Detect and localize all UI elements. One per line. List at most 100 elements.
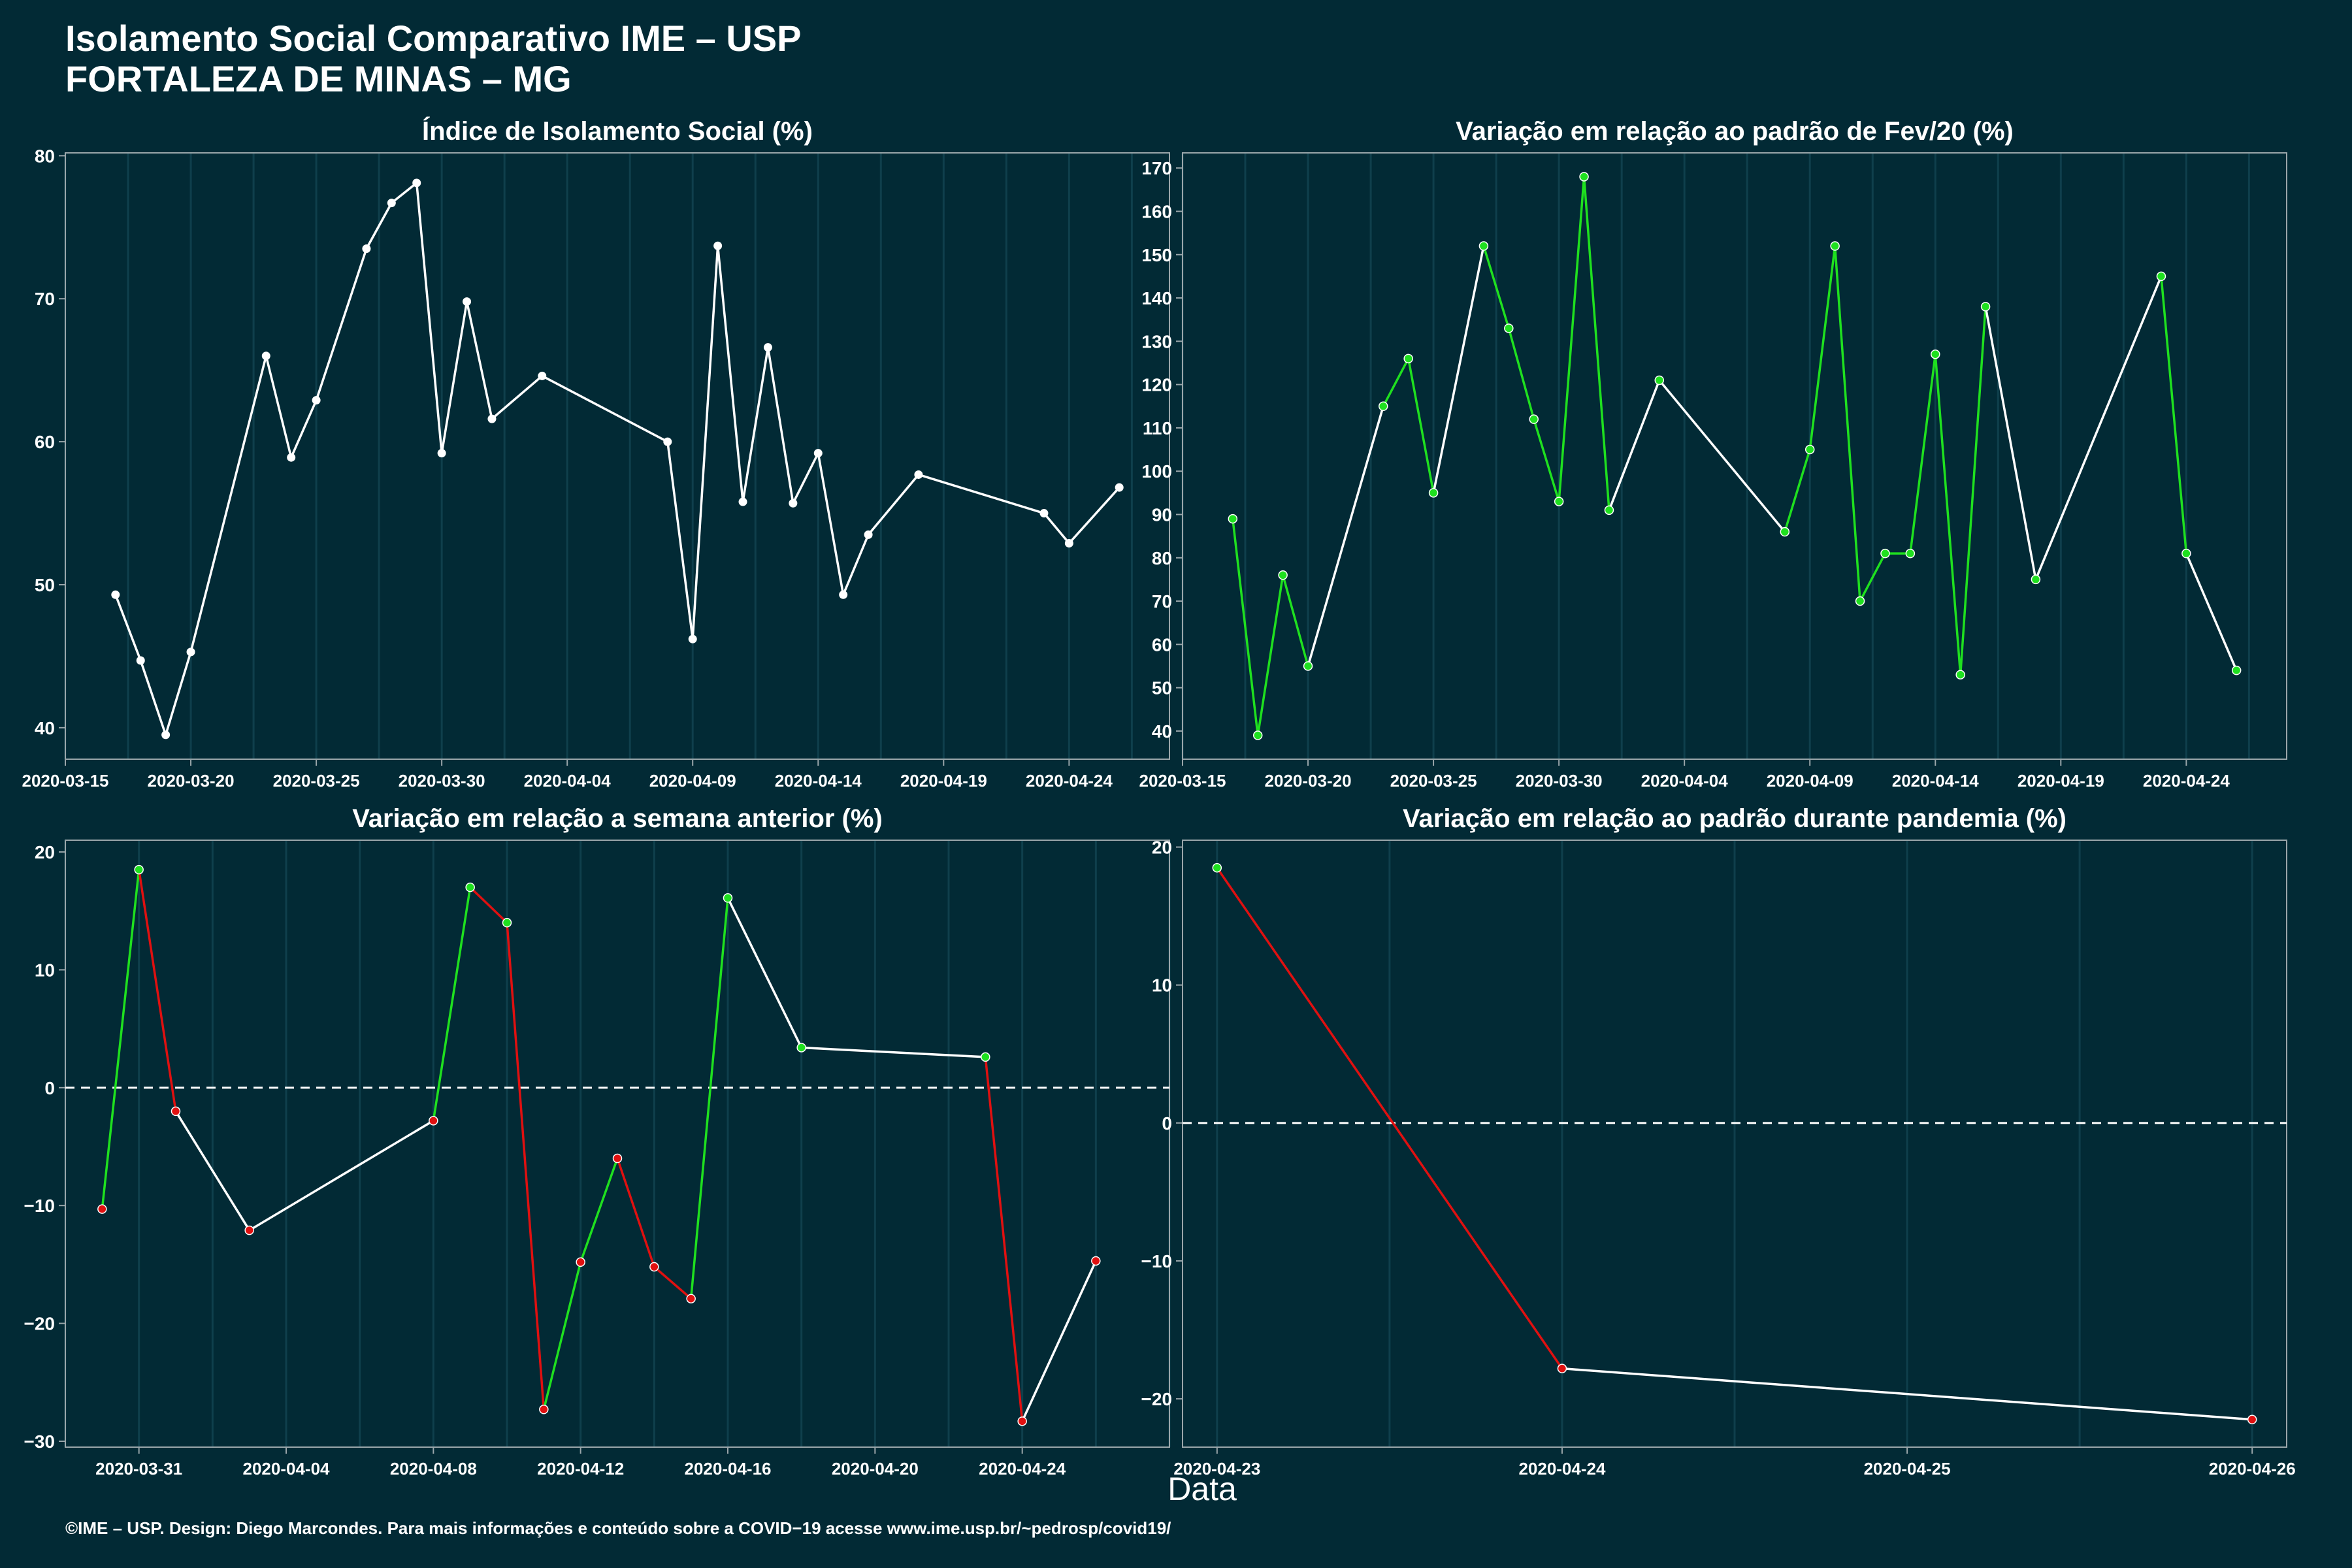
series-segment (616, 1158, 655, 1267)
data-point (723, 893, 733, 903)
series-segment (727, 897, 803, 1049)
series-segment (541, 374, 668, 443)
y-tick-label: −20 (1141, 1389, 1173, 1409)
chart-panel-2: Variação em relação ao padrão de Fev/20 … (1139, 117, 2287, 791)
data-point (1228, 514, 1238, 524)
data-point (813, 449, 823, 458)
y-tick-label: 130 (1141, 331, 1172, 351)
data-point (2031, 574, 2041, 585)
data-point (1303, 661, 1313, 671)
series-segment (1407, 358, 1435, 493)
data-point (1980, 302, 1991, 312)
x-tick-label: 2020-04-04 (524, 771, 612, 791)
data-point (839, 590, 848, 599)
series-segment (290, 399, 318, 458)
data-point (1115, 483, 1124, 492)
series-segment (114, 594, 142, 661)
y-tick-label: 100 (1141, 461, 1172, 482)
data-point (649, 1262, 659, 1272)
series-segment (1307, 406, 1384, 666)
x-tick-label: 2020-03-25 (273, 771, 360, 791)
series-segment (918, 473, 1045, 515)
data-point (2231, 665, 2242, 676)
title-line-2: FORTALEZA DE MINAS – MG (65, 58, 572, 99)
data-point (713, 241, 723, 250)
data-point (789, 498, 798, 508)
series-segment (792, 452, 819, 504)
series-segment (1482, 246, 1510, 329)
data-point (981, 1052, 990, 1062)
data-point (2181, 548, 2191, 559)
data-point (244, 1225, 254, 1235)
y-tick-label: 60 (1152, 634, 1172, 655)
series-segment (1833, 246, 1861, 602)
data-point (134, 864, 144, 875)
y-tick-label: 0 (1162, 1113, 1172, 1134)
x-tick-label: 2020-03-31 (95, 1459, 182, 1478)
x-tick-label: 2020-04-09 (1767, 771, 1854, 791)
x-tick-label: 2020-04-14 (1892, 771, 1980, 791)
data-point (663, 437, 672, 446)
y-tick-label: 0 (44, 1078, 55, 1098)
series-segment (189, 355, 267, 653)
data-point (1557, 1364, 1567, 1373)
y-tick-label: 50 (35, 575, 55, 595)
chart-title: Índice de Isolamento Social (%) (422, 116, 813, 146)
data-point (1830, 241, 1840, 251)
series-segment (164, 651, 192, 736)
y-tick-label: 150 (1141, 245, 1172, 265)
data-point (312, 396, 321, 405)
series-segment (1959, 306, 1987, 675)
data-point (429, 1116, 438, 1126)
series-segment (1808, 246, 1837, 450)
data-point (738, 497, 747, 506)
x-tick-label: 2020-03-20 (1265, 771, 1352, 791)
data-point (1955, 670, 1965, 679)
series-segment (716, 246, 744, 502)
x-axis-label: Data (1168, 1471, 1237, 1507)
chart-title: Variação em relação a semana anterior (%… (352, 804, 883, 833)
series-segment (1558, 176, 1586, 502)
data-point (1403, 353, 1413, 364)
series-segment (580, 1158, 619, 1263)
series-segment (1533, 419, 1560, 502)
x-tick-label: 2020-04-24 (979, 1459, 1066, 1478)
panel-frame (1182, 152, 2287, 760)
series-segment (801, 1046, 986, 1058)
series-segment (842, 534, 870, 595)
data-point (465, 882, 475, 892)
series-segment (2160, 276, 2188, 554)
y-tick-label: 110 (1143, 418, 1172, 438)
data-point (186, 647, 195, 657)
data-point (576, 1257, 585, 1267)
data-point (1212, 862, 1222, 873)
y-tick-label: 20 (35, 842, 55, 862)
series-segment (391, 182, 417, 204)
data-point (362, 244, 371, 253)
y-tick-label: −30 (24, 1431, 56, 1452)
y-tick-label: 90 (1152, 504, 1172, 525)
x-tick-label: 2020-04-25 (1864, 1459, 1951, 1478)
series-segment (1432, 246, 1485, 493)
x-tick-label: 2020-04-20 (832, 1459, 919, 1478)
x-tick-label: 2020-04-23 (1173, 1459, 1260, 1478)
data-point (1529, 414, 1539, 424)
data-point (136, 656, 145, 665)
data-point (387, 199, 396, 208)
chart-panel-3: Variação em relação a semana anterior (%… (24, 804, 1171, 1478)
data-point (1880, 548, 1890, 559)
series-segment (1281, 574, 1309, 666)
chart-title: Variação em relação ao padrão durante pa… (1403, 804, 2066, 833)
series-segment (1859, 553, 1887, 602)
data-point (2156, 271, 2166, 282)
data-point (538, 371, 547, 380)
x-tick-label: 2020-03-30 (399, 771, 485, 791)
series-segment (1068, 486, 1120, 544)
chart-panel-4: Variação em relação ao padrão durante pa… (1141, 804, 2296, 1478)
x-tick-label: 2020-03-25 (1390, 771, 1477, 791)
chart-panel-1: Índice de Isolamento Social (%) 2020-03-1… (22, 116, 1170, 791)
series-segment (137, 869, 177, 1112)
data-point (412, 178, 421, 188)
series-segment (1658, 379, 1786, 533)
y-tick-label: 50 (1152, 678, 1172, 698)
